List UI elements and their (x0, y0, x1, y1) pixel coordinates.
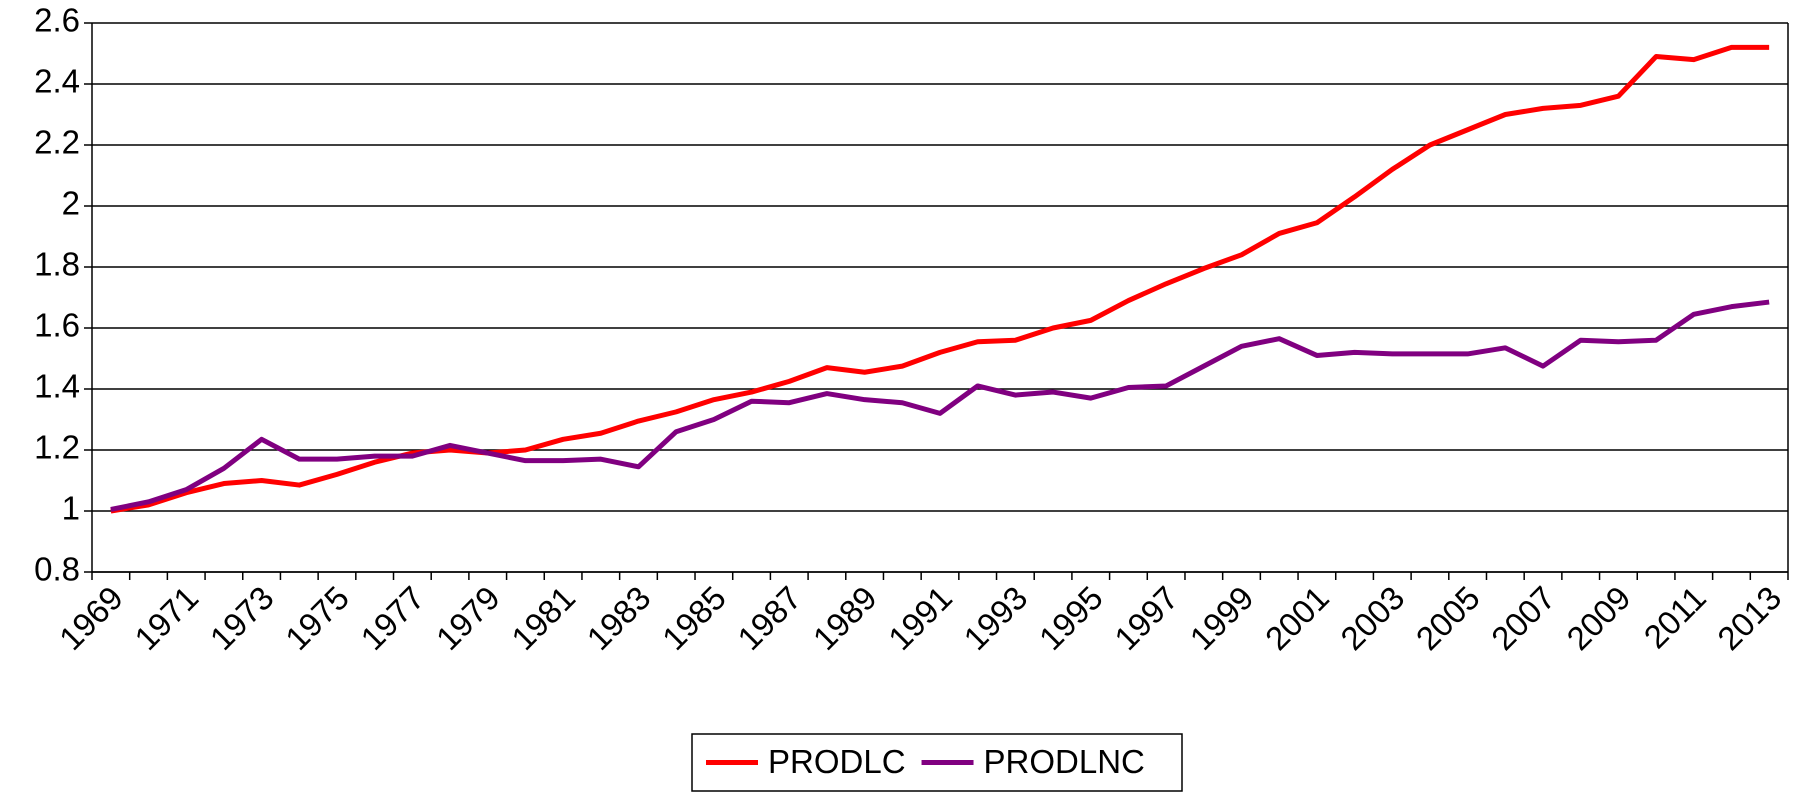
series-line (110, 299, 1770, 512)
x-tick-label: 2001 (1258, 579, 1336, 657)
x-tick-label: 1979 (429, 579, 507, 657)
x-tick-label: 1981 (504, 579, 582, 657)
x-tick-label: 2009 (1559, 579, 1637, 657)
x-tick-label: 1997 (1107, 579, 1185, 657)
y-tick-label: 1.8 (34, 246, 80, 283)
x-tick-label: 1969 (52, 579, 130, 657)
y-tick-label: 0.8 (34, 551, 80, 588)
legend-label: PRODLNC (984, 743, 1145, 780)
y-tick-label: 2 (62, 185, 80, 222)
x-tick-label: 1989 (806, 579, 884, 657)
y-tick-label: 2.4 (34, 63, 80, 100)
x-tick-label: 2003 (1333, 579, 1411, 657)
x-tick-label: 1991 (881, 579, 959, 657)
x-tick-label: 1983 (580, 579, 658, 657)
x-tick-label: 2013 (1710, 579, 1788, 657)
x-tick-label: 2007 (1484, 579, 1562, 657)
x-tick-label: 2011 (1637, 579, 1713, 655)
x-tick-label: 1993 (956, 579, 1034, 657)
x-tick-label: 1999 (1183, 579, 1261, 657)
y-tick-label: 2.2 (34, 124, 80, 161)
legend-box (691, 733, 1183, 792)
x-tick-label: 1973 (203, 579, 281, 657)
x-tick-label: 1977 (353, 579, 431, 657)
y-tick-label: 1 (62, 490, 80, 527)
x-tick-label: 1985 (655, 579, 733, 657)
y-tick-label: 2.6 (34, 2, 80, 39)
y-tick-label: 1.2 (34, 429, 80, 466)
y-tick-label: 1.6 (34, 307, 80, 344)
x-tick-label: 2005 (1409, 579, 1487, 657)
x-tick-label: 1995 (1032, 579, 1110, 657)
x-tick-label: 1971 (127, 579, 205, 657)
x-tick-label: 1975 (278, 579, 356, 657)
legend-label: PRODLC (768, 743, 906, 780)
y-tick-label: 1.4 (34, 368, 80, 405)
series-line (110, 44, 1770, 514)
x-tick-label: 1987 (730, 579, 808, 657)
